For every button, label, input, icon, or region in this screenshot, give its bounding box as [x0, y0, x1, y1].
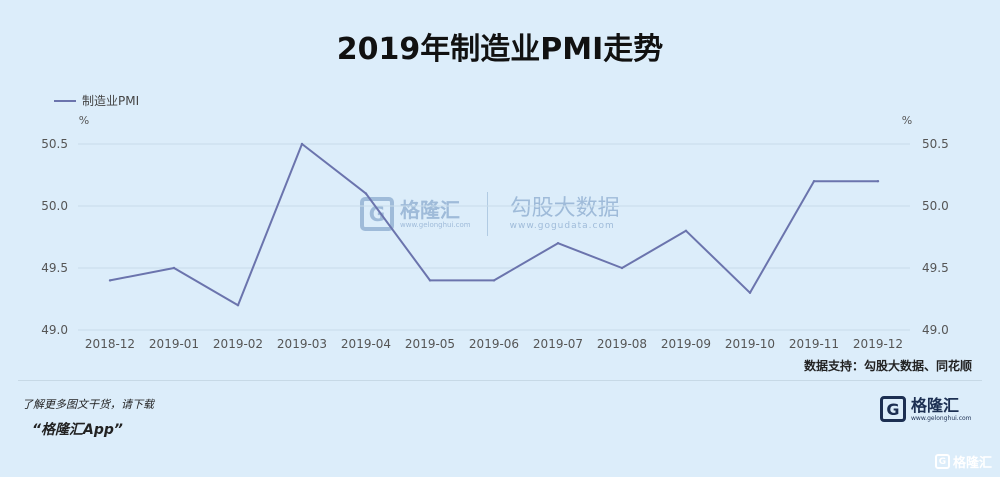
x-tick-label: 2019-07: [533, 337, 583, 351]
watermark-logo-icon: G: [360, 197, 394, 231]
data-point: [812, 180, 816, 183]
x-tick-label: 2019-08: [597, 337, 647, 351]
data-point: [108, 279, 112, 282]
data-point: [300, 142, 304, 146]
x-tick-label: 2019-09: [661, 337, 711, 351]
watermark: G 格隆汇 www.gelonghui.com 勾股大数据 www.goguda…: [360, 192, 620, 236]
x-tick-label: 2019-02: [213, 337, 263, 351]
legend-swatch: [54, 99, 76, 102]
y-tick-label-left: 50.5: [41, 137, 68, 151]
y-tick-label-left: 50.0: [41, 199, 68, 213]
grid-lines: [78, 143, 910, 331]
data-point: [428, 279, 432, 282]
x-tick-label: 2019-12: [853, 337, 903, 351]
data-point: [620, 266, 624, 270]
watermark-brand: 格隆汇: [400, 198, 460, 222]
y-tick-label-right: 49.5: [922, 261, 949, 275]
corner-watermark: G 格隆汇: [934, 452, 992, 471]
data-point: [556, 242, 560, 245]
brand-logo-icon: G: [880, 396, 906, 422]
legend-label: 制造业PMI: [82, 94, 140, 108]
watermark-brand-url: www.gelonghui.com: [400, 221, 471, 229]
data-point: [876, 180, 880, 183]
data-point: [748, 291, 752, 294]
data-point: [236, 304, 240, 307]
watermark-partner-url: www.gogudata.com: [509, 221, 615, 231]
x-tick-label: 2019-05: [405, 337, 455, 351]
source-note: 数据支持：勾股大数据、同花顺: [803, 359, 972, 373]
x-tick-label: 2019-01: [149, 337, 199, 351]
x-tick-label: 2019-06: [469, 337, 519, 351]
legend: 制造业PMI: [54, 92, 139, 109]
y-tick-label-right: 49.0: [922, 323, 949, 337]
x-tick-label: 2019-03: [277, 337, 327, 351]
series-layer: [108, 142, 880, 307]
y-unit-left: %: [79, 114, 89, 127]
axes: 49.0 49.0 49.5 49.5 50.0 50.0 50.5 50.5% % 2018-1…: [41, 114, 948, 351]
chart-title: 2019年制造业PMI走势: [336, 32, 664, 67]
y-tick-label-left: 49.0: [41, 323, 68, 337]
data-point: [364, 192, 368, 195]
brand-url: www.gelonghui.com: [911, 414, 972, 422]
data-point: [684, 229, 688, 232]
divider: [18, 380, 982, 381]
brand-logo: G 格隆汇 www.gelonghui.com: [880, 396, 972, 422]
corner-watermark-text: 格隆汇: [952, 456, 992, 471]
data-point: [492, 279, 496, 282]
promo-app-name: “格隆汇App”: [32, 422, 123, 438]
x-tick-label: 2018-12: [85, 337, 135, 351]
brand-name: 格隆汇: [911, 395, 960, 415]
corner-logo-icon: G: [934, 454, 950, 469]
x-tick-label: 2019-11: [789, 337, 839, 351]
y-unit-right: %: [902, 114, 912, 127]
y-tick-label-right: 50.5: [922, 137, 949, 151]
y-tick-label-right: 50.0: [922, 199, 949, 213]
watermark-partner: 勾股大数据: [509, 196, 620, 221]
x-tick-label: 2019-10: [725, 337, 775, 351]
promo-text: 了解更多图文干货，请下载: [22, 398, 154, 411]
x-tick-label: 2019-04: [341, 337, 391, 351]
watermark-separator: [486, 192, 488, 236]
data-point: [172, 266, 176, 270]
y-tick-label-left: 49.5: [41, 261, 68, 275]
